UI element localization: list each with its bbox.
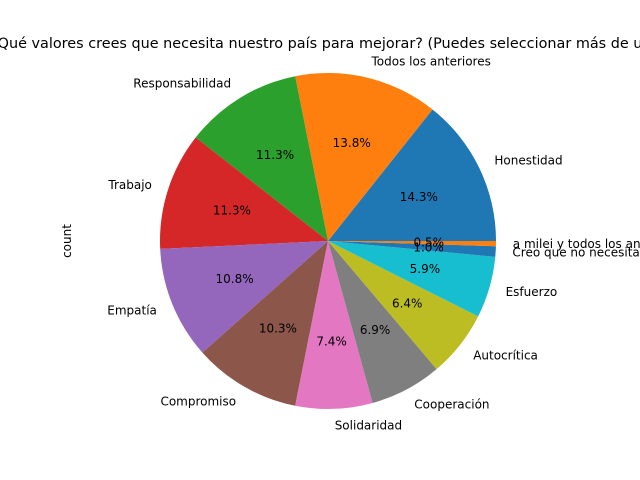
slice-percentage: 13.8% xyxy=(333,136,371,150)
slice-label: Honestidad xyxy=(494,154,562,168)
slice-label: Empatía xyxy=(107,304,157,318)
pie-slices xyxy=(160,72,497,410)
pie-slice xyxy=(195,76,328,241)
pie-slice xyxy=(295,72,433,241)
slice-percentage: 6.4% xyxy=(392,296,423,310)
pie-percentages: 14.3% 13.8% 11.3% 11.3% 10.8% 10.3% 7.4% 6.9%6.… xyxy=(213,136,444,349)
slice-percentage: 10.3% xyxy=(259,322,297,336)
slice-percentage: 0.5% xyxy=(414,236,445,250)
slice-percentage: 6.9% xyxy=(360,323,391,337)
slice-label: Responsabilidad xyxy=(133,77,231,91)
slice-percentage: 7.4% xyxy=(316,335,347,349)
pie-slice xyxy=(328,241,496,257)
slice-percentage: 1.0% xyxy=(413,240,444,254)
pie-slice xyxy=(328,241,497,247)
slice-label: Esfuerzo xyxy=(506,285,558,299)
slice-label: Todos los anteriores xyxy=(371,54,491,68)
slice-label: Cooperación xyxy=(414,397,489,411)
chart-title: ¿Qué valores crees que necesita nuestro … xyxy=(0,36,640,52)
pie-slice xyxy=(202,241,328,406)
slice-percentage: 10.8% xyxy=(216,272,254,286)
slice-label: Trabajo xyxy=(107,178,152,192)
slice-label: Compromiso xyxy=(160,394,236,408)
pie-slice xyxy=(295,241,373,410)
pie-slice xyxy=(160,137,328,249)
slice-percentage: 14.3% xyxy=(400,190,438,204)
slice-label: Creo que no necesita nada xyxy=(512,246,640,260)
pie-slice xyxy=(160,241,328,353)
slice-percentage: 11.3% xyxy=(213,203,251,217)
pie-slice xyxy=(328,109,496,242)
pie-labels: Honestidad Todos los anteriores Responsabi… xyxy=(107,54,640,432)
slice-label: a milei y todos los anteriores xyxy=(513,237,640,251)
pie-slice xyxy=(328,241,479,370)
slice-percentage: 5.9% xyxy=(410,262,441,276)
slice-label: Autocrítica xyxy=(473,348,538,362)
pie-slice xyxy=(328,241,437,403)
y-axis-label: count xyxy=(60,224,74,258)
pie-slice xyxy=(328,241,496,317)
slice-percentage: 11.3% xyxy=(256,148,294,162)
slice-label: Solidaridad xyxy=(335,419,402,433)
